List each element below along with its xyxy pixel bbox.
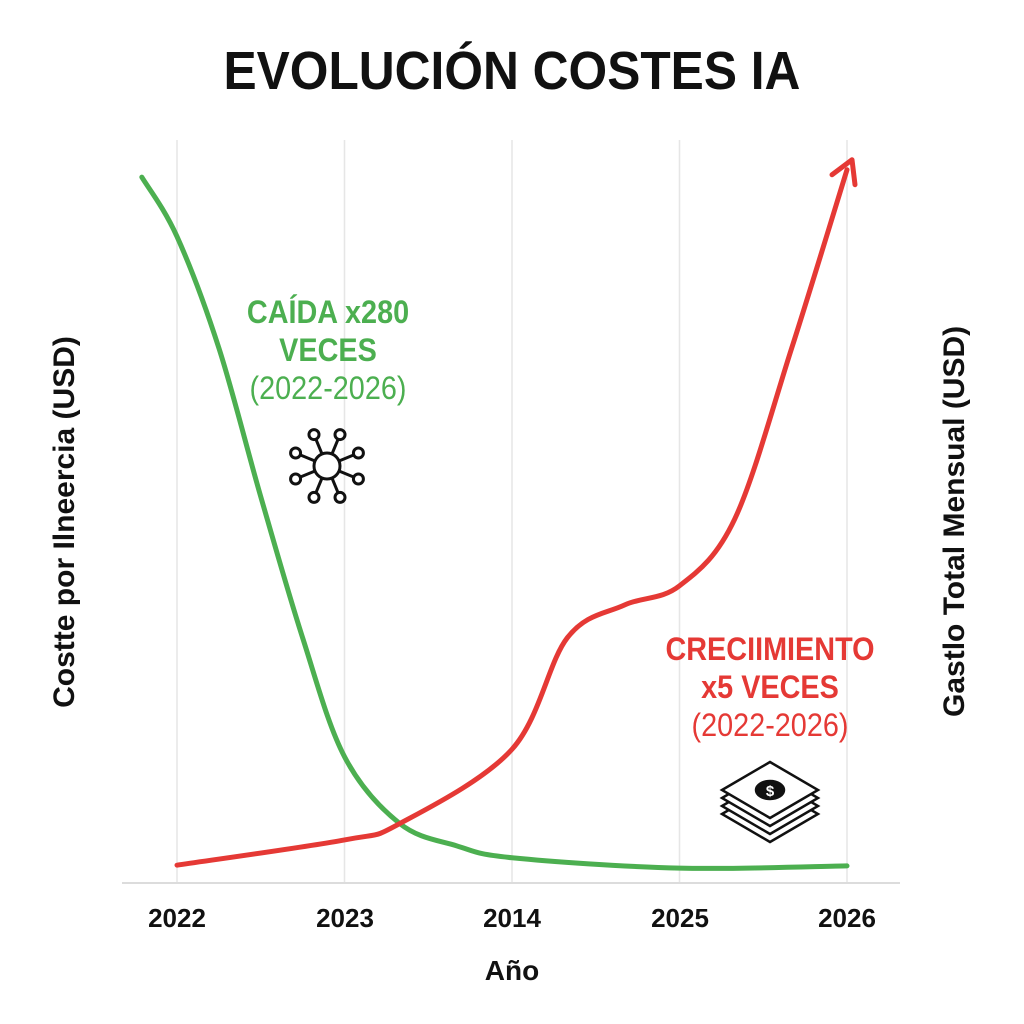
annotation-line: (2022-2026) — [249, 370, 407, 406]
y-axis-label-right: Gastlo Total Mensual (USD) — [938, 325, 971, 717]
red-annotation: CRECIIMIENTO x5 VECES (2022-2026) — [653, 630, 887, 744]
green-annotation: CAÍDA x280 VECES (2022-2026) — [220, 293, 436, 407]
annotation-line: CRECIIMIENTO — [665, 631, 875, 667]
y-axis-label-left: Costte por Ilneercia (USD) — [48, 336, 81, 708]
arrow-head-icon — [829, 157, 858, 188]
x-tick-label: 2025 — [651, 903, 709, 933]
series-line-0 — [139, 174, 850, 871]
annotation-line: CAÍDA x280 — [246, 294, 410, 330]
series-line-1 — [174, 167, 850, 868]
annotation-line: x5 VECES — [701, 669, 839, 705]
money-stack-icon: $ — [719, 760, 821, 844]
svg-text:$: $ — [766, 783, 775, 800]
x-tick-label: 2026 — [818, 903, 876, 933]
chart-title: EVOLUCIÓN COSTES IA — [223, 41, 801, 101]
annotation-line: VECES — [279, 332, 377, 368]
x-axis-label: Año — [484, 955, 540, 986]
x-tick-label: 2023 — [316, 903, 374, 933]
network-icon — [289, 428, 365, 504]
x-tick-label: 2022 — [148, 903, 206, 933]
x-tick-label: 2014 — [483, 903, 541, 933]
annotation-line: (2022-2026) — [691, 707, 849, 743]
